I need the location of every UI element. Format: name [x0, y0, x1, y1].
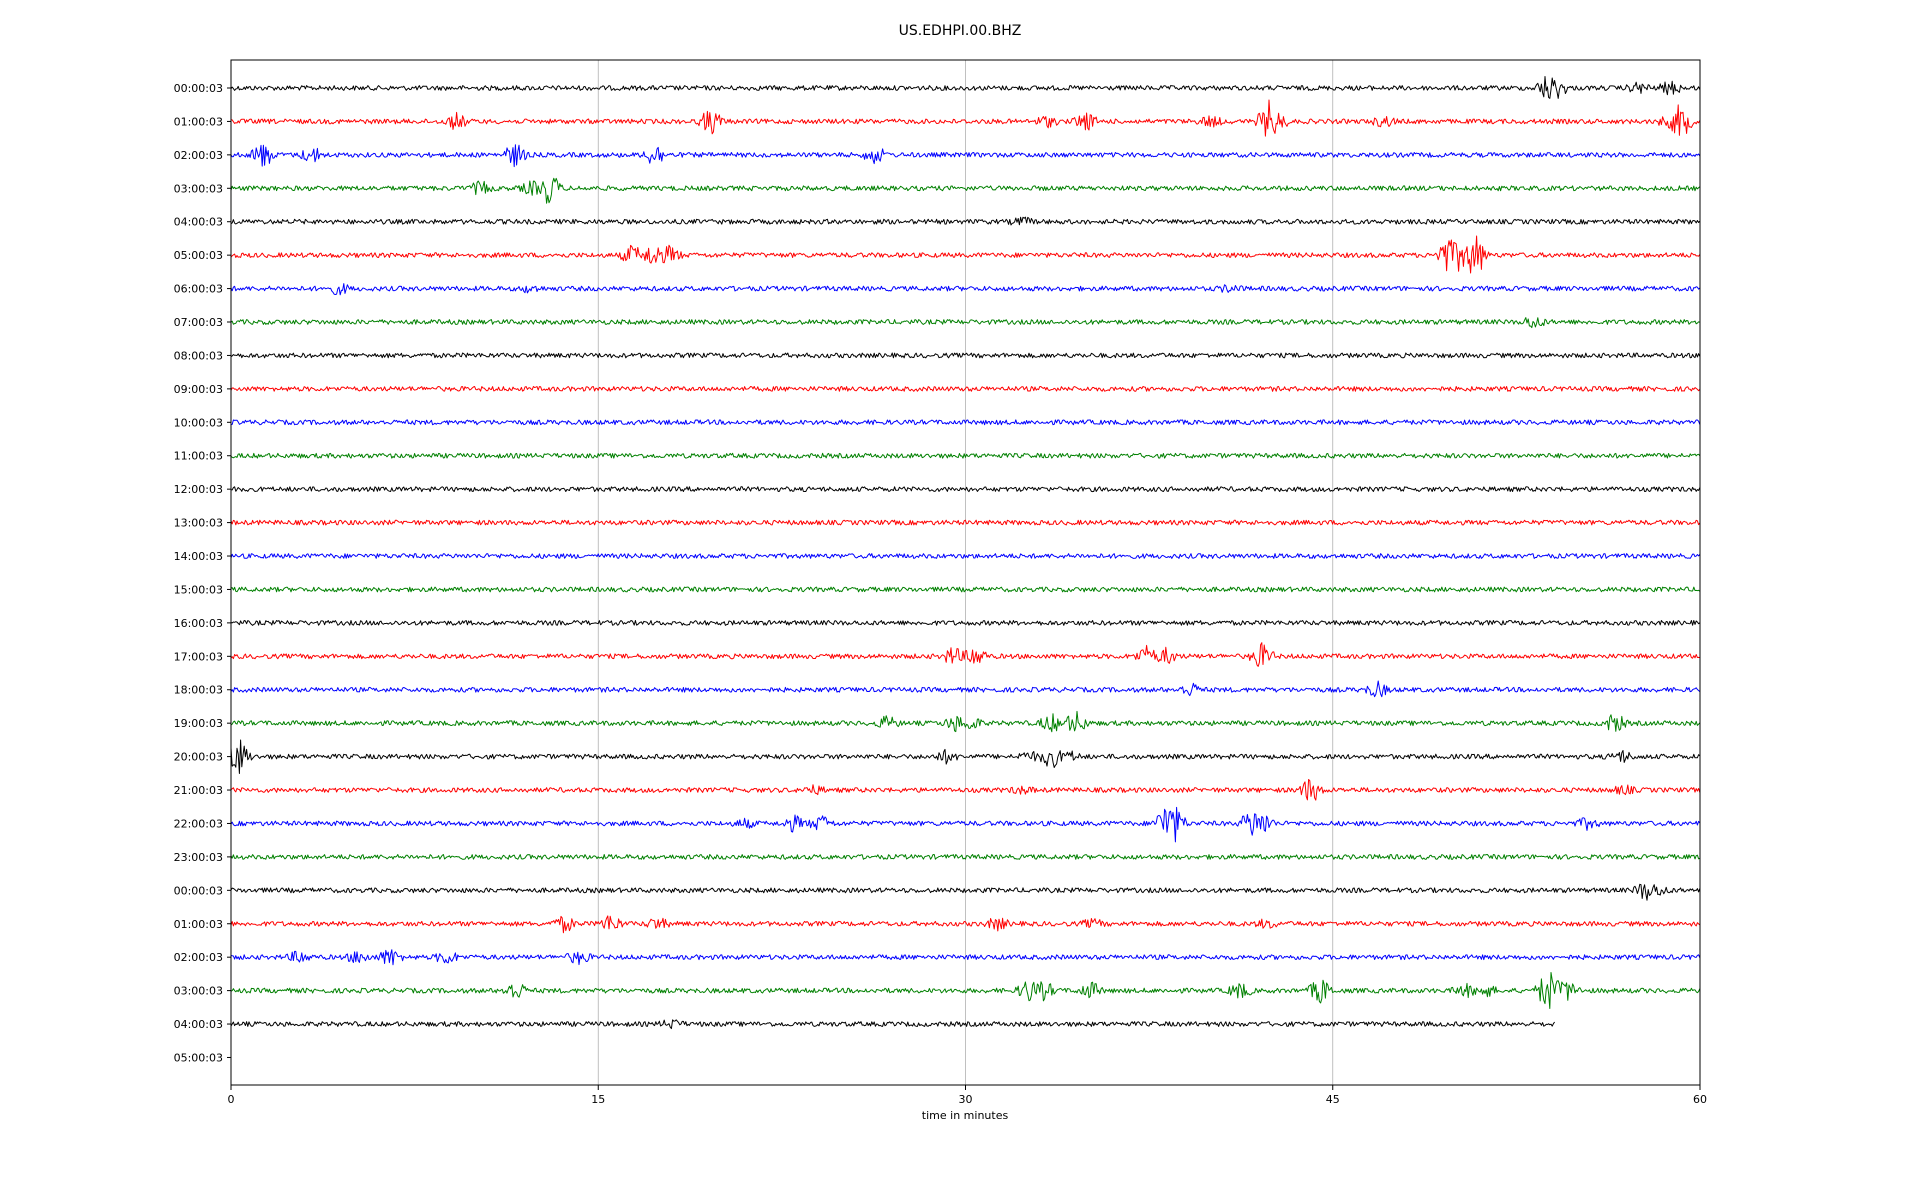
y-tick-label-17: 17:00:03 — [174, 650, 223, 663]
y-tick-label-3: 03:00:03 — [174, 182, 223, 195]
trace-27 — [230, 972, 1701, 1009]
y-tick-label-21: 21:00:03 — [174, 784, 223, 797]
trace-10 — [230, 419, 1701, 426]
trace-21 — [230, 779, 1701, 801]
trace-12 — [230, 486, 1701, 493]
y-tick-label-26: 02:00:03 — [174, 951, 223, 964]
trace-18 — [230, 680, 1701, 698]
trace-14 — [230, 553, 1701, 559]
trace-13 — [230, 519, 1701, 526]
trace-2 — [230, 144, 1701, 168]
y-tick-label-6: 06:00:03 — [174, 283, 223, 296]
y-tick-label-0: 00:00:03 — [174, 82, 223, 95]
y-tick-label-11: 11:00:03 — [174, 450, 223, 463]
trace-26 — [230, 949, 1701, 966]
y-tick-label-14: 14:00:03 — [174, 550, 223, 563]
y-tick-label-9: 09:00:03 — [174, 383, 223, 396]
trace-3 — [230, 177, 1701, 204]
y-tick-label-10: 10:00:03 — [174, 416, 223, 429]
trace-23 — [230, 854, 1700, 860]
y-tick-label-20: 20:00:03 — [174, 751, 223, 764]
trace-19 — [230, 710, 1701, 733]
y-tick-label-18: 18:00:03 — [174, 684, 223, 697]
trace-7 — [230, 317, 1700, 329]
y-tick-label-25: 01:00:03 — [174, 918, 223, 931]
y-tick-label-29: 05:00:03 — [174, 1051, 223, 1064]
y-tick-label-8: 08:00:03 — [174, 349, 223, 362]
y-tick-label-16: 16:00:03 — [174, 617, 223, 630]
trace-17 — [230, 642, 1700, 667]
y-tick-label-24: 00:00:03 — [174, 884, 223, 897]
y-tick-label-13: 13:00:03 — [174, 517, 223, 530]
trace-lines — [230, 76, 1701, 1030]
y-tick-label-1: 01:00:03 — [174, 115, 223, 128]
y-tick-label-19: 19:00:03 — [174, 717, 223, 730]
y-tick-label-2: 02:00:03 — [174, 149, 223, 162]
trace-6 — [230, 283, 1701, 296]
x-tick-labels: 0 15 30 45 60 — [228, 1085, 1707, 1106]
y-tick-label-15: 15:00:03 — [174, 583, 223, 596]
y-tick-labels: 00:00:03 01:00:03 02:00:03 03:00:03 04:00:03… — [174, 82, 231, 1064]
y-tick-label-12: 12:00:03 — [174, 483, 223, 496]
trace-5 — [230, 235, 1701, 274]
x-tick-label-1: 15 — [591, 1093, 605, 1106]
chart-title: US.EDHPI.00.BHZ — [899, 23, 1022, 39]
x-tick-label-3: 45 — [1326, 1093, 1340, 1106]
y-tick-label-22: 22:00:03 — [174, 817, 223, 830]
trace-8 — [230, 352, 1701, 359]
trace-4 — [230, 216, 1701, 226]
trace-25 — [230, 915, 1701, 934]
y-tick-label-28: 04:00:03 — [174, 1018, 223, 1031]
x-tick-label-2: 30 — [959, 1093, 973, 1106]
vertical-gridlines — [597, 60, 1334, 1085]
trace-1 — [230, 99, 1701, 137]
y-tick-label-23: 23:00:03 — [174, 851, 223, 864]
x-tick-label-0: 0 — [228, 1093, 235, 1106]
y-tick-label-4: 04:00:03 — [174, 216, 223, 229]
y-tick-label-27: 03:00:03 — [174, 985, 223, 998]
trace-20 — [230, 739, 1701, 774]
trace-0 — [230, 76, 1701, 99]
x-tick-label-4: 60 — [1693, 1093, 1707, 1106]
trace-28 — [230, 1019, 1556, 1030]
trace-22 — [230, 806, 1701, 843]
trace-15 — [230, 586, 1701, 593]
x-axis-label: time in minutes — [922, 1109, 1009, 1122]
trace-9 — [230, 386, 1701, 392]
y-tick-label-7: 07:00:03 — [174, 316, 223, 329]
trace-16 — [230, 620, 1701, 626]
y-tick-label-5: 05:00:03 — [174, 249, 223, 262]
trace-24 — [230, 883, 1701, 901]
trace-11 — [230, 452, 1701, 459]
